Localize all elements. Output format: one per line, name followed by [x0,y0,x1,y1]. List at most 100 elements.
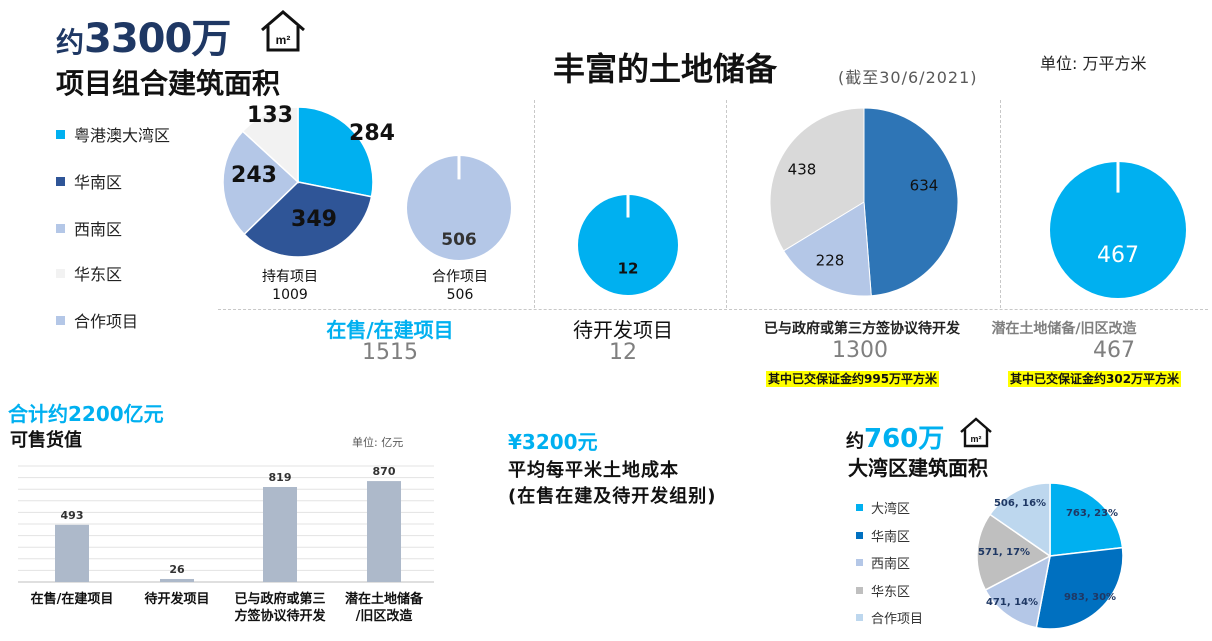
legend-swatch [56,176,65,186]
pie-slice [988,482,1051,558]
land-bank-title: 丰富的土地储备 [553,50,778,88]
bar-category-label: 已与政府或第三 [234,591,325,607]
bar-category-label: 待开发项目 [143,591,209,607]
legend-item: 合作项目 [56,308,138,332]
gov-name: 已与政府或第三方签协议待开发 [764,321,960,337]
bar [263,486,297,582]
held-projects-pie: 284 349 243 133 [222,103,395,258]
legend-label: 合作项目 [74,312,139,331]
pending-total: 12 [609,340,637,365]
legend-swatch [856,559,863,566]
legend-label: 华东区 [74,265,123,284]
divider [1000,100,1001,308]
land-cost-headline: ¥3200元 [508,430,598,454]
bar-value-label: 819 [269,471,292,484]
pie-slice [769,107,865,252]
pending-name: 待开发项目 [573,318,673,342]
divider [726,100,727,308]
bar-value-label: 493 [61,509,84,522]
pie-slice [297,106,374,198]
legend-item: 华南区 [56,169,122,193]
gov-agreement-pie: 634 228 438 [769,107,959,297]
bar-category-label: 方签协议待开发 [234,608,326,624]
total-area-subtitle: 项目组合建筑面积 [56,67,281,100]
legend-item: 华东区 [56,261,122,285]
saleable-bar-chart: 493 在售/在建项目 26 待开发项目 819 已与政府或第三方签协议待开发 870 潜在土… [18,465,434,624]
held-total: 1009 [272,287,308,303]
pie-data-label: 467 [1097,243,1139,268]
legend-label: 华南区 [871,529,911,545]
pie-slice [241,106,299,184]
held-caption: 持有项目 1009 [240,268,340,304]
house-icon: m² [261,10,305,52]
coop-caption: 合作项目 506 [410,268,510,304]
gov-total: 1300 [832,338,888,363]
legend-label: 华东区 [871,584,911,600]
land-bank-date: (截至30/6/2021) [838,68,978,87]
saleable-headline: 合计约2200亿元 [8,402,164,426]
land-cost-line1: 平均每平米土地成本 [508,460,679,481]
bay-area-pie: 763, 23% 983, 30% 471, 14% 571, 17% 506, 16% [976,482,1124,630]
potential-name: 潜在土地储备/旧区改造 [991,321,1137,337]
legend-label: 西南区 [74,220,123,239]
total-area-headline: 约 3300万 [56,6,231,62]
pie-data-label: 243 [231,163,277,188]
pie-data-label: 12 [618,260,639,278]
bar-category-label: /旧区改造 [356,608,414,624]
pie-data-label: 763, 23% [1066,508,1118,519]
divider [534,100,535,308]
coop-total: 506 [446,287,474,303]
pie-slice [782,201,872,297]
pie-data-label: 506 [441,230,477,250]
legend-swatch [856,586,863,594]
legend-label: 西南区 [871,557,911,572]
bar-value-label: 870 [373,465,396,478]
total-area-prefix: 约 [56,26,85,59]
potential-land-pie: 467 [1050,162,1186,298]
potential-total: 467 [1093,338,1135,363]
pie-data-label: 438 [788,161,817,179]
gov-note: 其中已交保证金约995万平方米 [766,368,940,387]
pie-slice [407,156,511,260]
land-cost-line2: (在售在建及待开发组别) [508,486,717,507]
bay-headline: 约 760万 [846,418,944,455]
saleable-title: 可售货值 [10,430,82,451]
bar-category-label: 潜在土地储备 [345,591,424,607]
coop-projects-pie: 506 [407,156,511,260]
coop-label: 合作项目 [432,269,488,285]
pie-slice [863,107,959,297]
legend-swatch [56,315,65,325]
house-icon: m² [960,417,992,448]
legend-swatch [56,268,65,278]
pie-data-label: 284 [349,121,395,146]
legend-swatch [856,504,863,511]
selling-name: 在售/在建项目 [326,318,454,342]
gov-note-text: 其中已交保证金约995万平方米 [766,371,940,387]
pie-data-label: 571, 17% [978,547,1030,558]
held-label: 持有项目 [262,269,318,285]
legend-label: 大湾区 [871,502,911,517]
bar-category-label: 在售/在建项目 [31,591,114,607]
legend-swatch [56,223,65,233]
legend-label: 合作项目 [871,612,924,627]
legend-item: 华东区 [856,581,910,600]
pie-data-label: 133 [247,103,293,128]
total-area-number: 3300万 [84,16,231,62]
pie-slice [976,513,1052,591]
pie-slice [222,130,300,236]
bay-house-icon-label: m² [971,434,982,444]
bar [55,524,89,582]
pie-data-label: 506, 16% [994,498,1046,509]
pie-data-label: 471, 14% [986,597,1038,608]
pie-slice [1049,482,1124,557]
land-bank-unit: 单位: 万平方米 [1040,54,1147,73]
bay-number: 760万 [864,424,945,454]
pie-slice [578,195,678,295]
pie-slice [984,554,1052,629]
legend-swatch [56,129,65,139]
legend-label: 华南区 [74,173,123,192]
bay-prefix: 约 [846,431,864,452]
potential-note: 其中已交保证金约302万平方米 [1008,368,1182,387]
legend-item: 华南区 [856,526,910,545]
divider [218,309,1208,310]
